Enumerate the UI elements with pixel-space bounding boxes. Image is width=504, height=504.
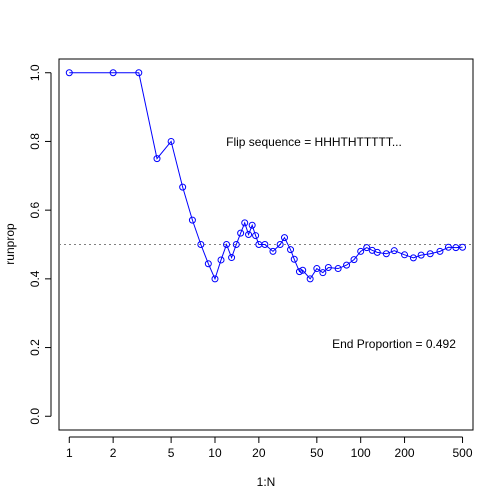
x-tick-label: 20 bbox=[252, 446, 266, 460]
running-proportion-series bbox=[65, 69, 467, 283]
data-point bbox=[313, 265, 321, 273]
data-point bbox=[436, 247, 444, 255]
data-point bbox=[357, 247, 365, 255]
x-tick-label: 2 bbox=[110, 446, 117, 460]
data-point bbox=[299, 266, 307, 274]
data-point bbox=[306, 275, 314, 283]
data-point bbox=[237, 229, 245, 237]
data-point bbox=[197, 241, 205, 248]
data-point bbox=[382, 250, 390, 258]
data-point bbox=[319, 269, 327, 277]
data-point bbox=[135, 69, 143, 77]
x-tick-label: 100 bbox=[351, 446, 371, 460]
data-point bbox=[204, 260, 212, 268]
data-point bbox=[252, 232, 260, 240]
data-point bbox=[228, 254, 236, 262]
data-point bbox=[426, 250, 434, 258]
data-point bbox=[401, 251, 409, 259]
data-point bbox=[179, 183, 187, 191]
data-point bbox=[343, 261, 351, 269]
end-proportion-annotation: End Proportion = 0.492 bbox=[332, 337, 456, 351]
data-point bbox=[167, 137, 175, 145]
data-point bbox=[153, 155, 161, 163]
series-line bbox=[69, 72, 463, 281]
x-tick-label: 200 bbox=[395, 446, 415, 460]
data-point bbox=[290, 255, 298, 263]
data-point bbox=[363, 244, 371, 252]
x-axis: 1 2 5 10 20 50 100 200 500 bbox=[66, 436, 473, 460]
data-point bbox=[217, 256, 225, 264]
data-point bbox=[452, 244, 460, 252]
x-axis-label: 1:N bbox=[257, 475, 276, 489]
data-point bbox=[232, 241, 240, 248]
data-point bbox=[334, 265, 342, 273]
y-tick-label: 1.0 bbox=[28, 64, 42, 81]
data-point bbox=[324, 264, 332, 272]
y-axis-label: runprop bbox=[3, 223, 17, 265]
x-tick-label: 5 bbox=[168, 446, 175, 460]
data-point bbox=[241, 219, 249, 227]
data-point bbox=[211, 275, 219, 283]
y-tick-label: 0.6 bbox=[28, 201, 42, 218]
data-point bbox=[261, 241, 269, 248]
data-point bbox=[390, 247, 398, 255]
data-point bbox=[245, 231, 253, 239]
data-point bbox=[287, 246, 295, 254]
data-point bbox=[223, 241, 231, 248]
data-point bbox=[373, 248, 381, 256]
data-point bbox=[269, 247, 277, 255]
data-point bbox=[65, 69, 73, 77]
data-point bbox=[409, 254, 417, 262]
data-point bbox=[188, 216, 196, 224]
x-tick-label: 10 bbox=[208, 446, 222, 460]
y-tick-label: 0.0 bbox=[28, 408, 42, 425]
data-point bbox=[276, 241, 284, 248]
data-point bbox=[248, 221, 256, 229]
y-tick-label: 0.2 bbox=[28, 339, 42, 356]
y-axis: 0.0 0.2 0.4 0.6 0.8 1.0 bbox=[28, 64, 52, 425]
data-point bbox=[281, 234, 288, 242]
flip-sequence-annotation: Flip sequence = HHHTHTTTTT... bbox=[226, 135, 402, 149]
x-tick-label: 1 bbox=[66, 446, 73, 460]
data-point bbox=[444, 243, 452, 251]
data-point bbox=[459, 243, 467, 251]
data-point bbox=[109, 69, 117, 77]
data-point bbox=[417, 251, 425, 259]
x-tick-label: 500 bbox=[453, 446, 473, 460]
y-tick-label: 0.8 bbox=[28, 133, 42, 150]
data-point bbox=[350, 256, 358, 264]
y-tick-label: 0.4 bbox=[28, 270, 42, 287]
x-tick-label: 50 bbox=[310, 446, 324, 460]
data-point bbox=[295, 268, 303, 276]
